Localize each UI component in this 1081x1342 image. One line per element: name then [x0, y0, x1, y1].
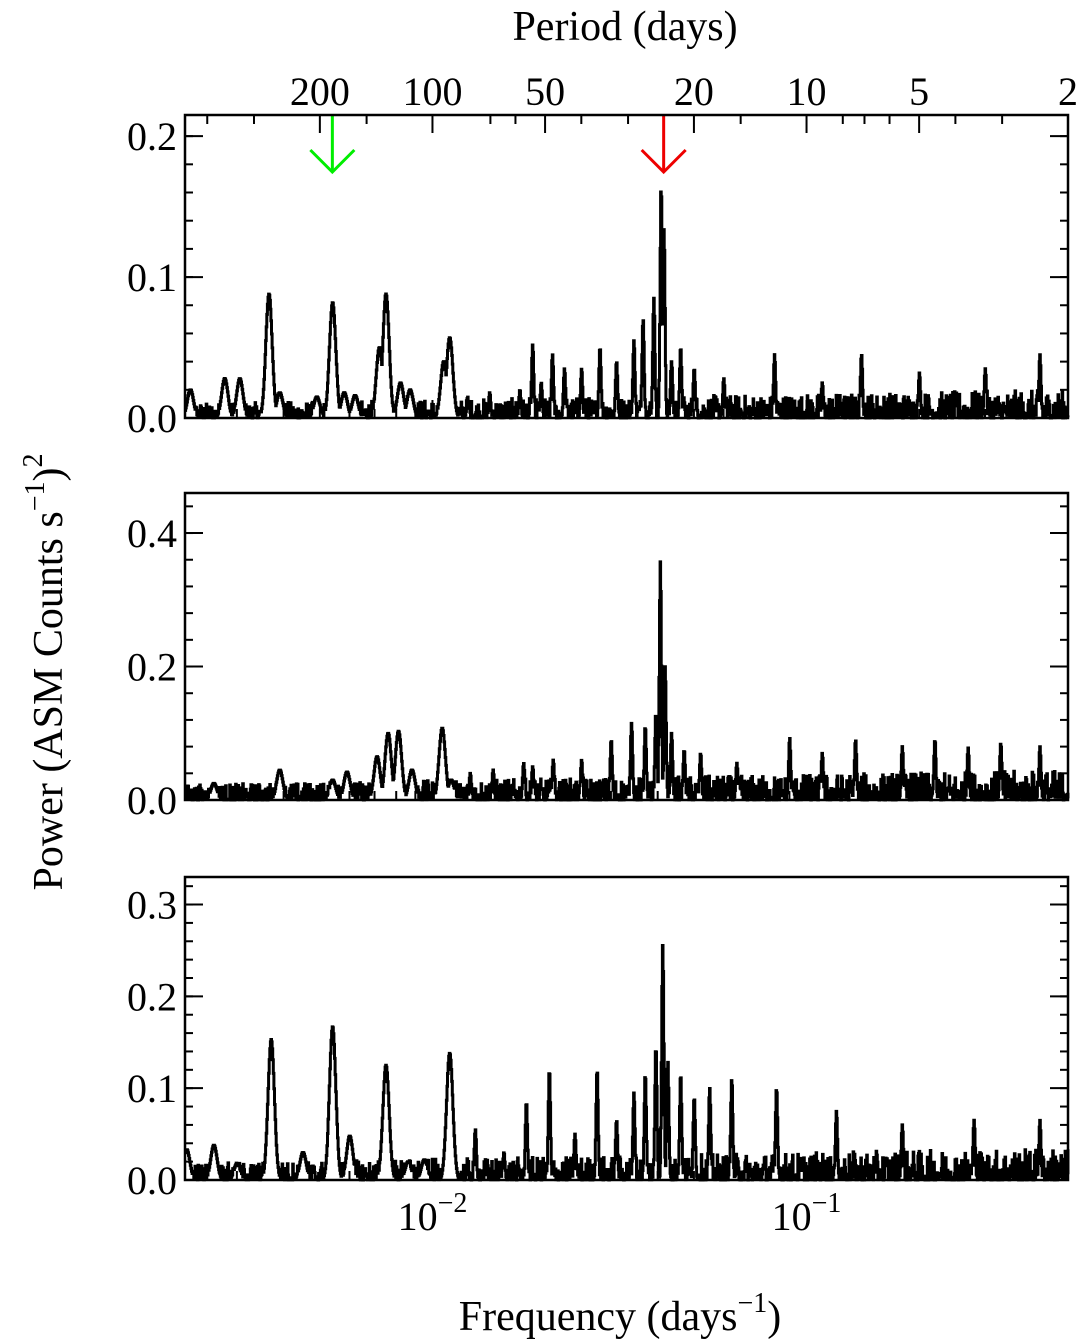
- arrow-head: [640, 148, 687, 175]
- x-axis-title-close: ): [767, 1294, 781, 1340]
- top-tick-label: 50: [525, 69, 565, 114]
- peak-arrow-1: [309, 115, 356, 175]
- y-axis-title-exponent-1: −1: [20, 481, 51, 511]
- panel-3: 0.0 0.1 0.2 0.3: [127, 875, 1070, 1203]
- x-axis-title: Frequency (days−1): [459, 1288, 782, 1340]
- y-tick-label: 0.2: [127, 114, 177, 159]
- x-tick-label: 10−2: [398, 1188, 468, 1239]
- panel-frame: [183, 491, 1070, 802]
- y-tick-label: 0.3: [127, 883, 177, 928]
- y-axis-title-close: ): [26, 467, 72, 481]
- x-tick-label-base: 10: [398, 1194, 438, 1239]
- top-axis-period-ticks: 200 100 50 20 10 5 2: [206, 69, 1078, 133]
- panel-2: 0.0 0.2 0.4: [127, 491, 1070, 823]
- power-spectrum-trace: [184, 944, 1070, 1182]
- x-tick-label-exponent: −2: [438, 1188, 468, 1219]
- peak-arrows: [309, 115, 687, 175]
- top-tick-label: 5: [909, 69, 929, 114]
- top-axis-title: Period (days): [512, 4, 737, 50]
- y-axis-title-exponent-2: 2: [18, 453, 49, 467]
- x-tick-label-exponent: −1: [812, 1188, 842, 1219]
- y-tick-label: 0.4: [127, 511, 177, 556]
- x-axis-title-main: Frequency (days: [459, 1294, 738, 1340]
- y-tick-label: 0.1: [127, 1066, 177, 1111]
- bottom-axis-frequency-ticks: 10−2 10−1: [398, 1188, 842, 1239]
- y-axis-title-main: Power (ASM Counts s: [26, 511, 72, 890]
- x-tick-label: 10−1: [772, 1188, 842, 1239]
- y-tick-label: 0.0: [127, 778, 177, 823]
- panel-frame: [183, 875, 1070, 1182]
- panel-frame: [183, 113, 1070, 420]
- power-spectrum-trace: [184, 560, 1070, 802]
- top-tick-label: 200: [290, 69, 350, 114]
- peak-arrow-2: [640, 115, 687, 175]
- x-axis-title-exponent: −1: [737, 1288, 767, 1319]
- x-tick-label-base: 10: [772, 1194, 812, 1239]
- top-tick-label: 100: [402, 69, 462, 114]
- y-tick-label: 0.0: [127, 396, 177, 441]
- panel-1: 0.0 0.1 0.2: [127, 113, 1070, 441]
- panels: 0.0 0.1 0.2 0.0 0.2 0.4 0.0 0.1 0.2 0.3: [127, 113, 1070, 1203]
- y-tick-label: 0.2: [127, 645, 177, 690]
- top-tick-label: 2: [1058, 69, 1078, 114]
- top-tick-label: 20: [674, 69, 714, 114]
- y-axis-title: Power (ASM Counts s−1)2: [18, 453, 72, 890]
- y-tick-label: 0.1: [127, 255, 177, 300]
- y-tick-label: 0.2: [127, 974, 177, 1019]
- power-spectrum-trace: [184, 190, 1070, 420]
- top-tick-label: 10: [787, 69, 827, 114]
- arrow-head: [309, 148, 356, 175]
- y-tick-label: 0.0: [127, 1158, 177, 1203]
